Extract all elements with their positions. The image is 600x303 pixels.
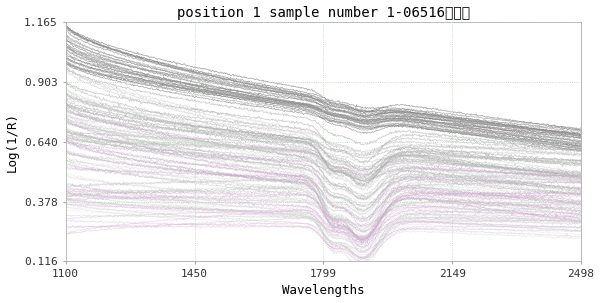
Title: position 1 sample number 1-06516（煤）: position 1 sample number 1-06516（煤） [176, 5, 470, 20]
Y-axis label: Log(1/R): Log(1/R) [5, 112, 19, 172]
X-axis label: Wavelengths: Wavelengths [282, 285, 364, 298]
